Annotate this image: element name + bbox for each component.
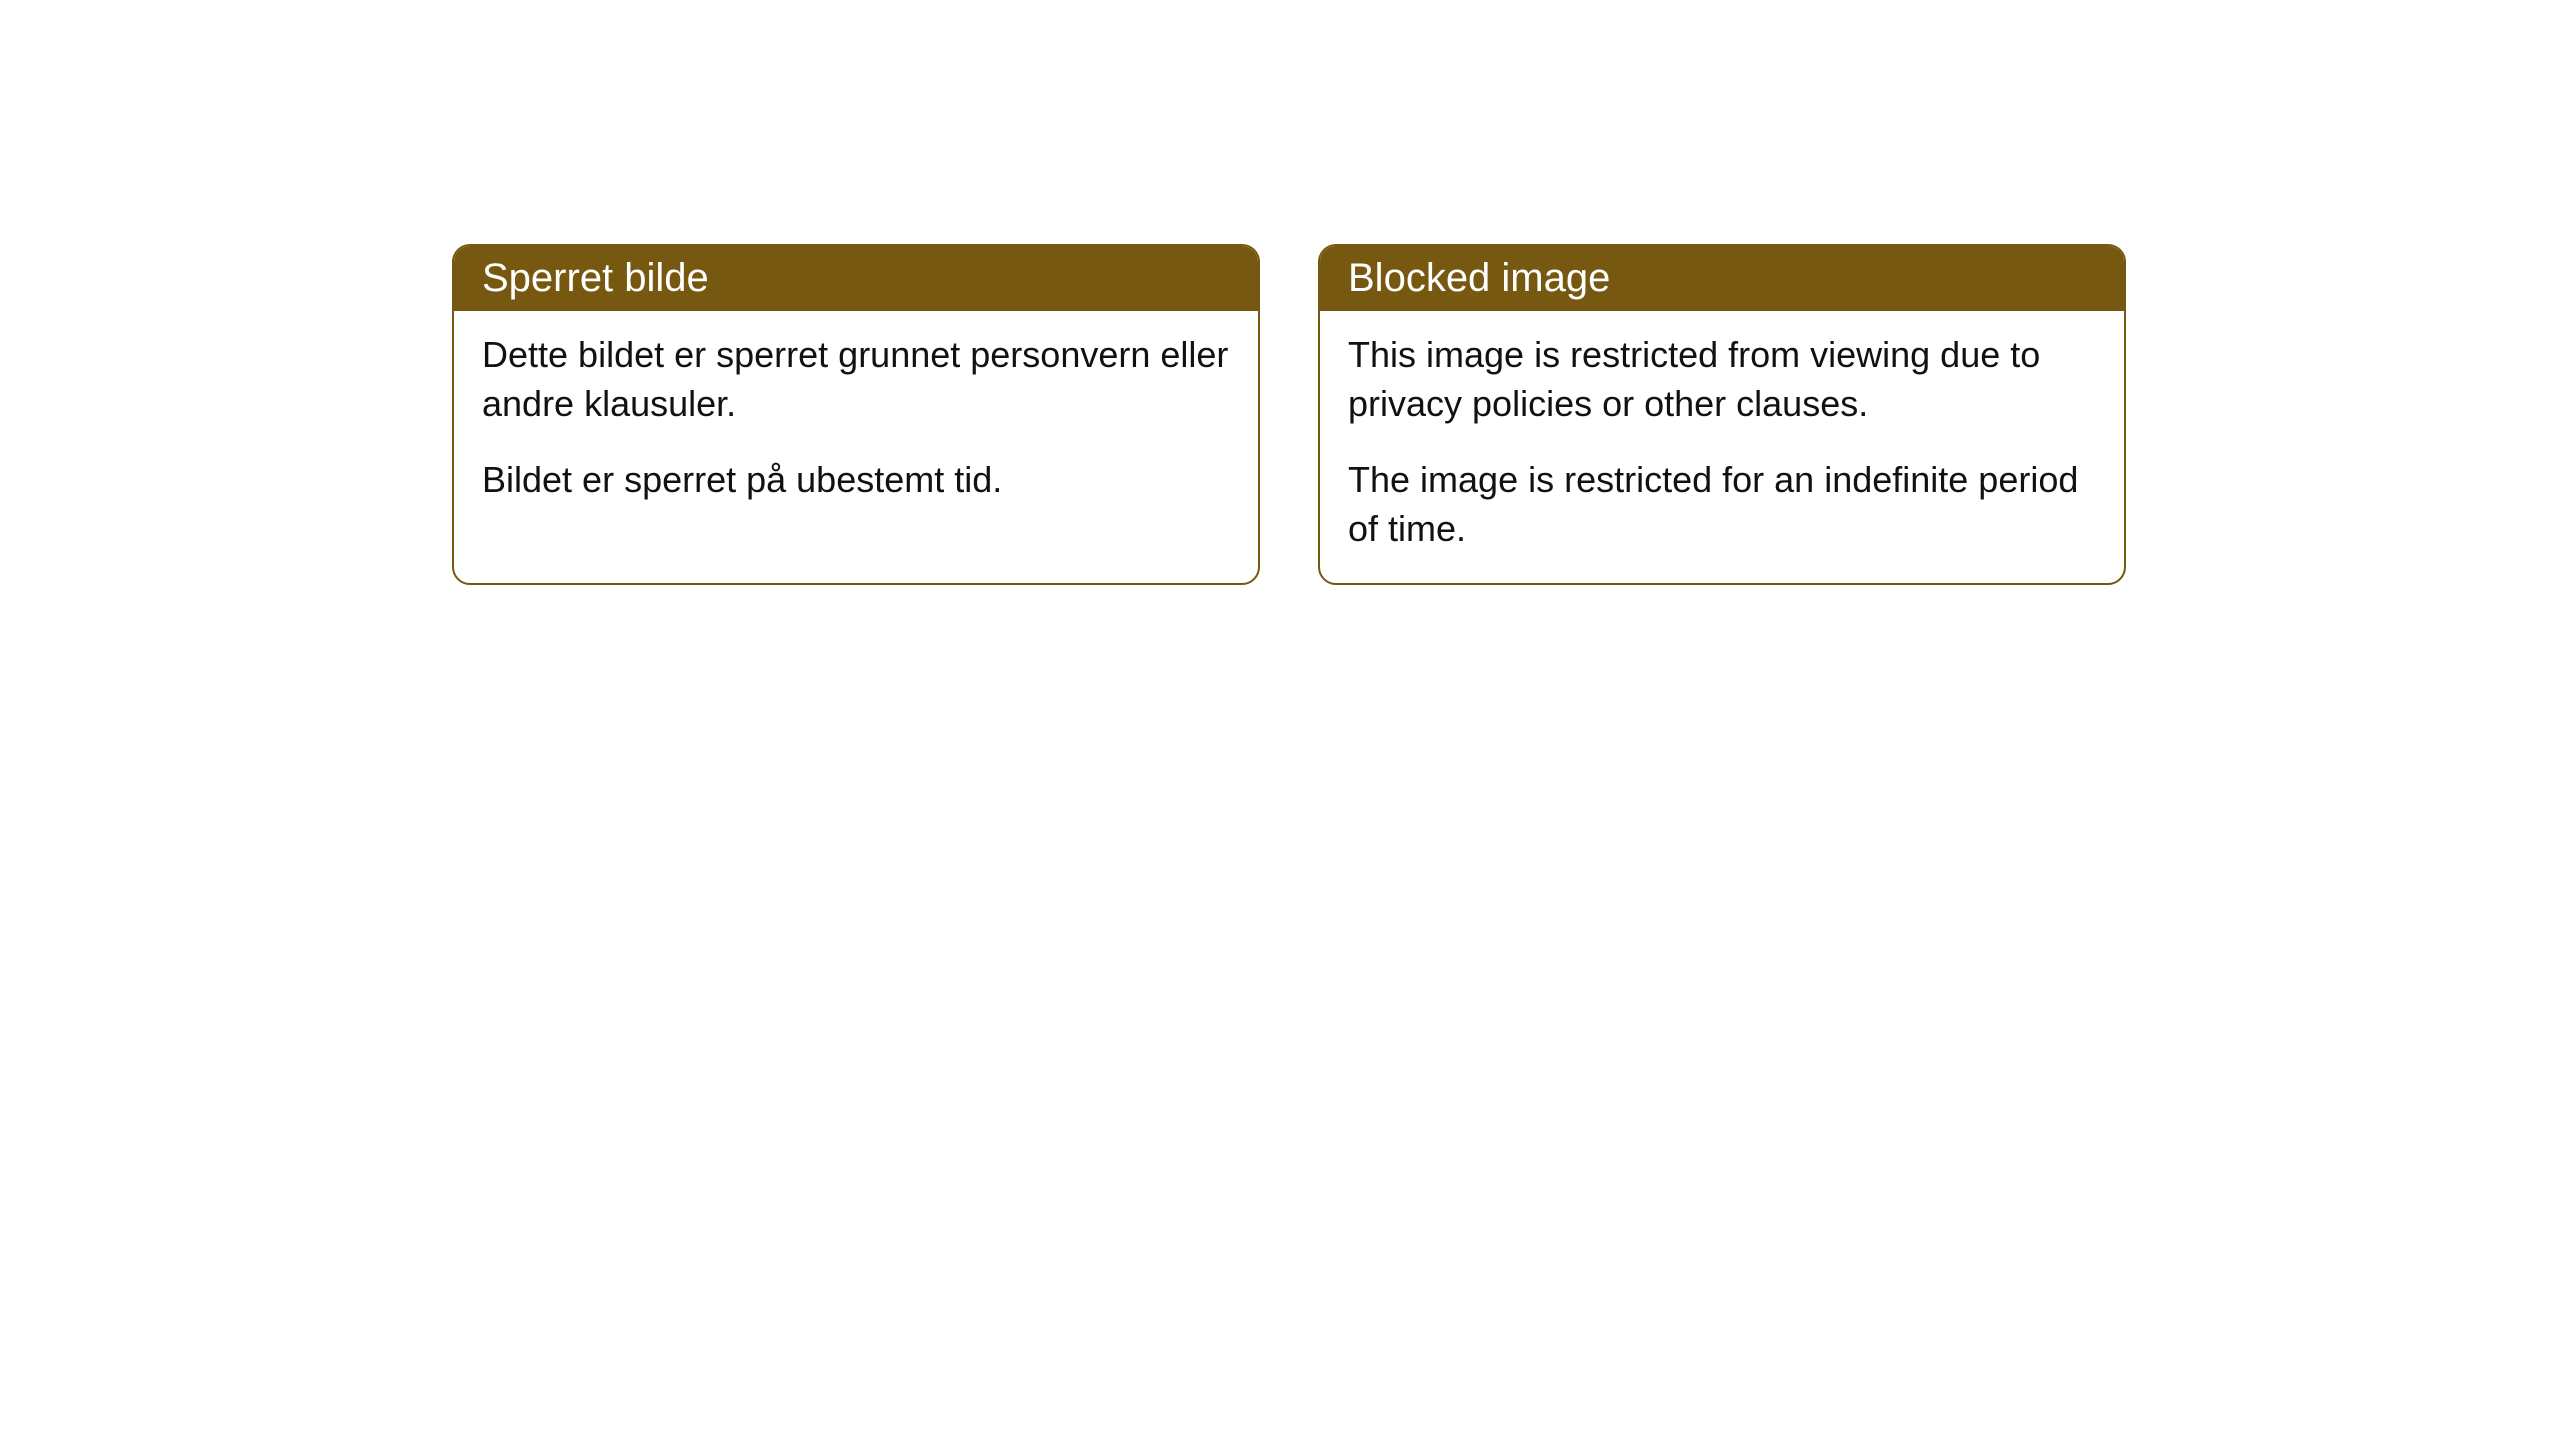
notice-card-english: Blocked image This image is restricted f… (1318, 244, 2126, 585)
notice-card-body-english: This image is restricted from viewing du… (1320, 311, 2124, 583)
notice-paragraph-2-english: The image is restricted for an indefinit… (1348, 456, 2096, 553)
notice-paragraph-2-norwegian: Bildet er sperret på ubestemt tid. (482, 456, 1230, 505)
notice-paragraph-1-norwegian: Dette bildet er sperret grunnet personve… (482, 331, 1230, 428)
notice-cards-container: Sperret bilde Dette bildet er sperret gr… (0, 0, 2560, 585)
notice-card-title-norwegian: Sperret bilde (454, 246, 1258, 311)
notice-paragraph-1-english: This image is restricted from viewing du… (1348, 331, 2096, 428)
notice-card-norwegian: Sperret bilde Dette bildet er sperret gr… (452, 244, 1260, 585)
notice-card-title-english: Blocked image (1320, 246, 2124, 311)
notice-card-body-norwegian: Dette bildet er sperret grunnet personve… (454, 311, 1258, 535)
